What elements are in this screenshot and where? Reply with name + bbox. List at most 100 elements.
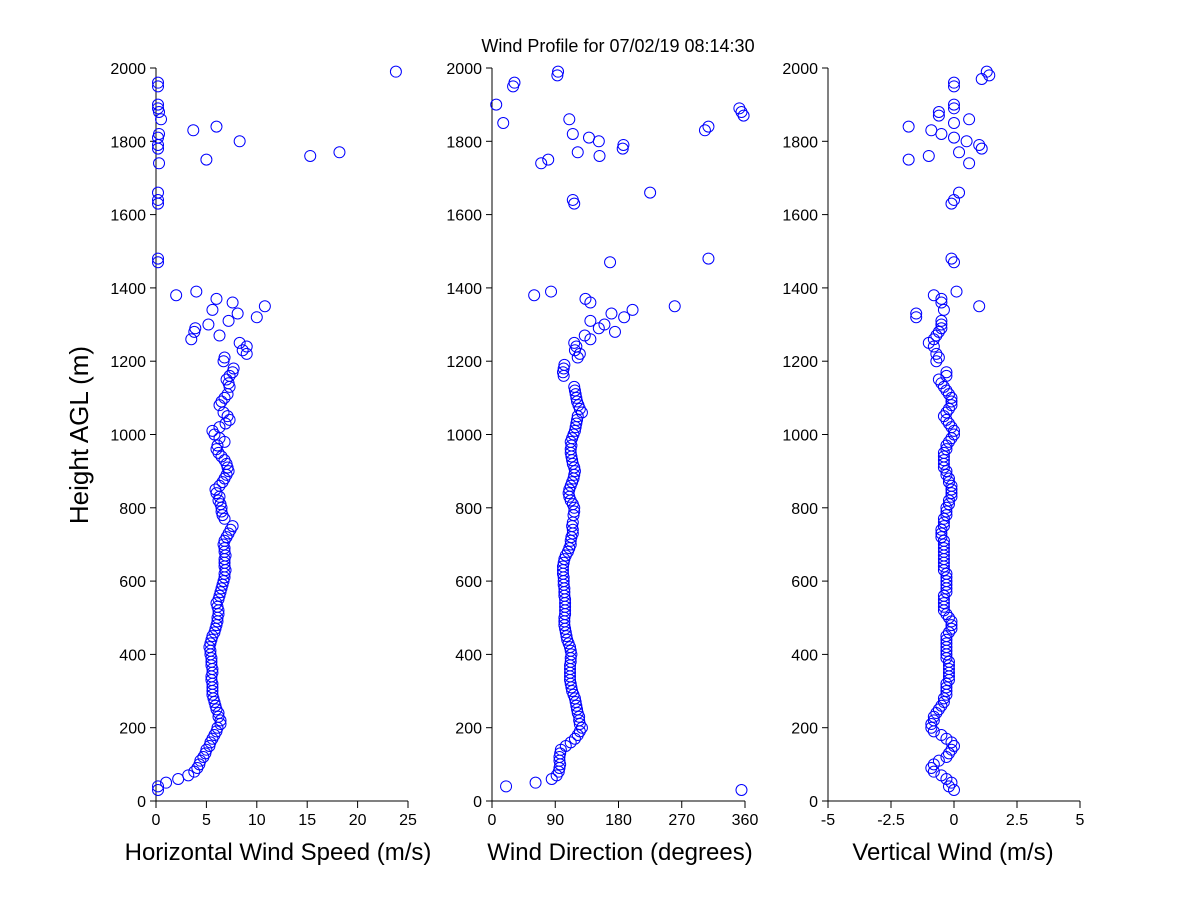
data-point — [185, 333, 198, 346]
data-point — [935, 527, 948, 540]
data-point — [593, 149, 606, 162]
y-tick-label: 1400 — [446, 281, 482, 298]
y-tick-label: 1000 — [782, 428, 818, 445]
data-point — [902, 153, 915, 166]
data-point — [963, 157, 976, 170]
data-point — [206, 303, 219, 316]
data-point — [568, 465, 581, 478]
data-point — [223, 369, 236, 382]
data-point — [389, 65, 402, 78]
y-tick-label: 200 — [791, 721, 818, 738]
x-tick-label: 2.5 — [1006, 812, 1028, 829]
data-point — [910, 307, 923, 320]
data-point — [942, 498, 955, 511]
data-point — [213, 329, 226, 342]
data-point — [935, 699, 948, 712]
data-point — [935, 531, 948, 544]
data-point — [604, 256, 617, 269]
y-tick-label: 1800 — [782, 134, 818, 151]
data-point — [973, 138, 986, 151]
y-tick-label: 1000 — [446, 428, 482, 445]
data-point — [940, 575, 953, 588]
data-point — [250, 311, 263, 324]
y-tick-label: 800 — [119, 501, 146, 518]
data-point — [542, 153, 555, 166]
x-tick-label: 25 — [399, 812, 417, 829]
y-tick-label: 1800 — [446, 134, 482, 151]
data-point — [563, 113, 576, 126]
data-point — [930, 347, 943, 360]
data-point — [508, 76, 521, 89]
data-point — [975, 142, 988, 155]
x-tick-label: -2.5 — [877, 812, 905, 829]
x-axis-label: Wind Direction (degrees) — [487, 839, 752, 866]
x-tick-label: 5 — [202, 812, 211, 829]
data-point — [569, 388, 582, 401]
y-tick-label: 600 — [455, 574, 482, 591]
x-tick-label: 90 — [546, 812, 564, 829]
data-point — [935, 322, 948, 335]
data-point — [940, 685, 953, 698]
data-point — [152, 98, 165, 111]
y-tick-label: 400 — [455, 647, 482, 664]
data-point — [222, 314, 235, 327]
data-point — [570, 340, 583, 353]
data-point — [153, 157, 166, 170]
y-tick-label: 1200 — [110, 354, 146, 371]
data-point — [557, 362, 570, 375]
data-point — [737, 109, 750, 122]
y-tick-label: 2000 — [446, 61, 482, 78]
data-point — [935, 523, 948, 536]
data-point — [333, 146, 346, 159]
data-point — [950, 285, 963, 298]
data-point — [937, 446, 950, 459]
data-point — [942, 626, 955, 639]
data-point — [953, 146, 966, 159]
data-point — [948, 116, 960, 129]
data-point — [948, 256, 960, 269]
y-tick-label: 800 — [791, 501, 818, 518]
data-point — [940, 633, 953, 646]
data-point — [240, 347, 253, 360]
data-point — [942, 663, 955, 676]
x-tick-label: 0 — [152, 812, 161, 829]
data-point — [570, 417, 583, 430]
data-point — [551, 69, 564, 82]
data-point — [948, 102, 960, 115]
data-point — [940, 465, 953, 478]
data-point — [942, 780, 955, 793]
data-point — [932, 754, 945, 767]
data-point — [562, 487, 575, 500]
y-tick-label: 400 — [791, 647, 818, 664]
data-point — [948, 76, 960, 89]
data-point — [937, 303, 950, 316]
data-point — [922, 149, 935, 162]
data-point — [558, 358, 571, 371]
data-point — [557, 556, 570, 569]
data-point — [582, 131, 595, 144]
data-point — [528, 289, 541, 302]
x-tick-label: 360 — [732, 812, 759, 829]
data-point — [626, 303, 639, 316]
x-tick-label: 15 — [298, 812, 316, 829]
data-point — [553, 751, 566, 764]
y-tick-label: 0 — [809, 794, 818, 811]
data-point — [963, 113, 976, 126]
data-point — [937, 542, 950, 555]
y-tick-label: 1200 — [782, 354, 818, 371]
data-point — [535, 157, 548, 170]
data-point — [698, 124, 711, 137]
data-point — [932, 105, 945, 118]
data-point — [935, 729, 948, 742]
data-point — [948, 428, 960, 441]
data-point — [152, 252, 165, 265]
data-point — [152, 193, 165, 206]
data-point — [218, 391, 231, 404]
data-point — [564, 736, 577, 749]
data-point — [545, 285, 558, 298]
data-point — [735, 784, 748, 797]
data-point — [940, 677, 953, 690]
data-point — [568, 505, 581, 518]
data-point — [210, 292, 223, 305]
data-point — [945, 483, 958, 496]
